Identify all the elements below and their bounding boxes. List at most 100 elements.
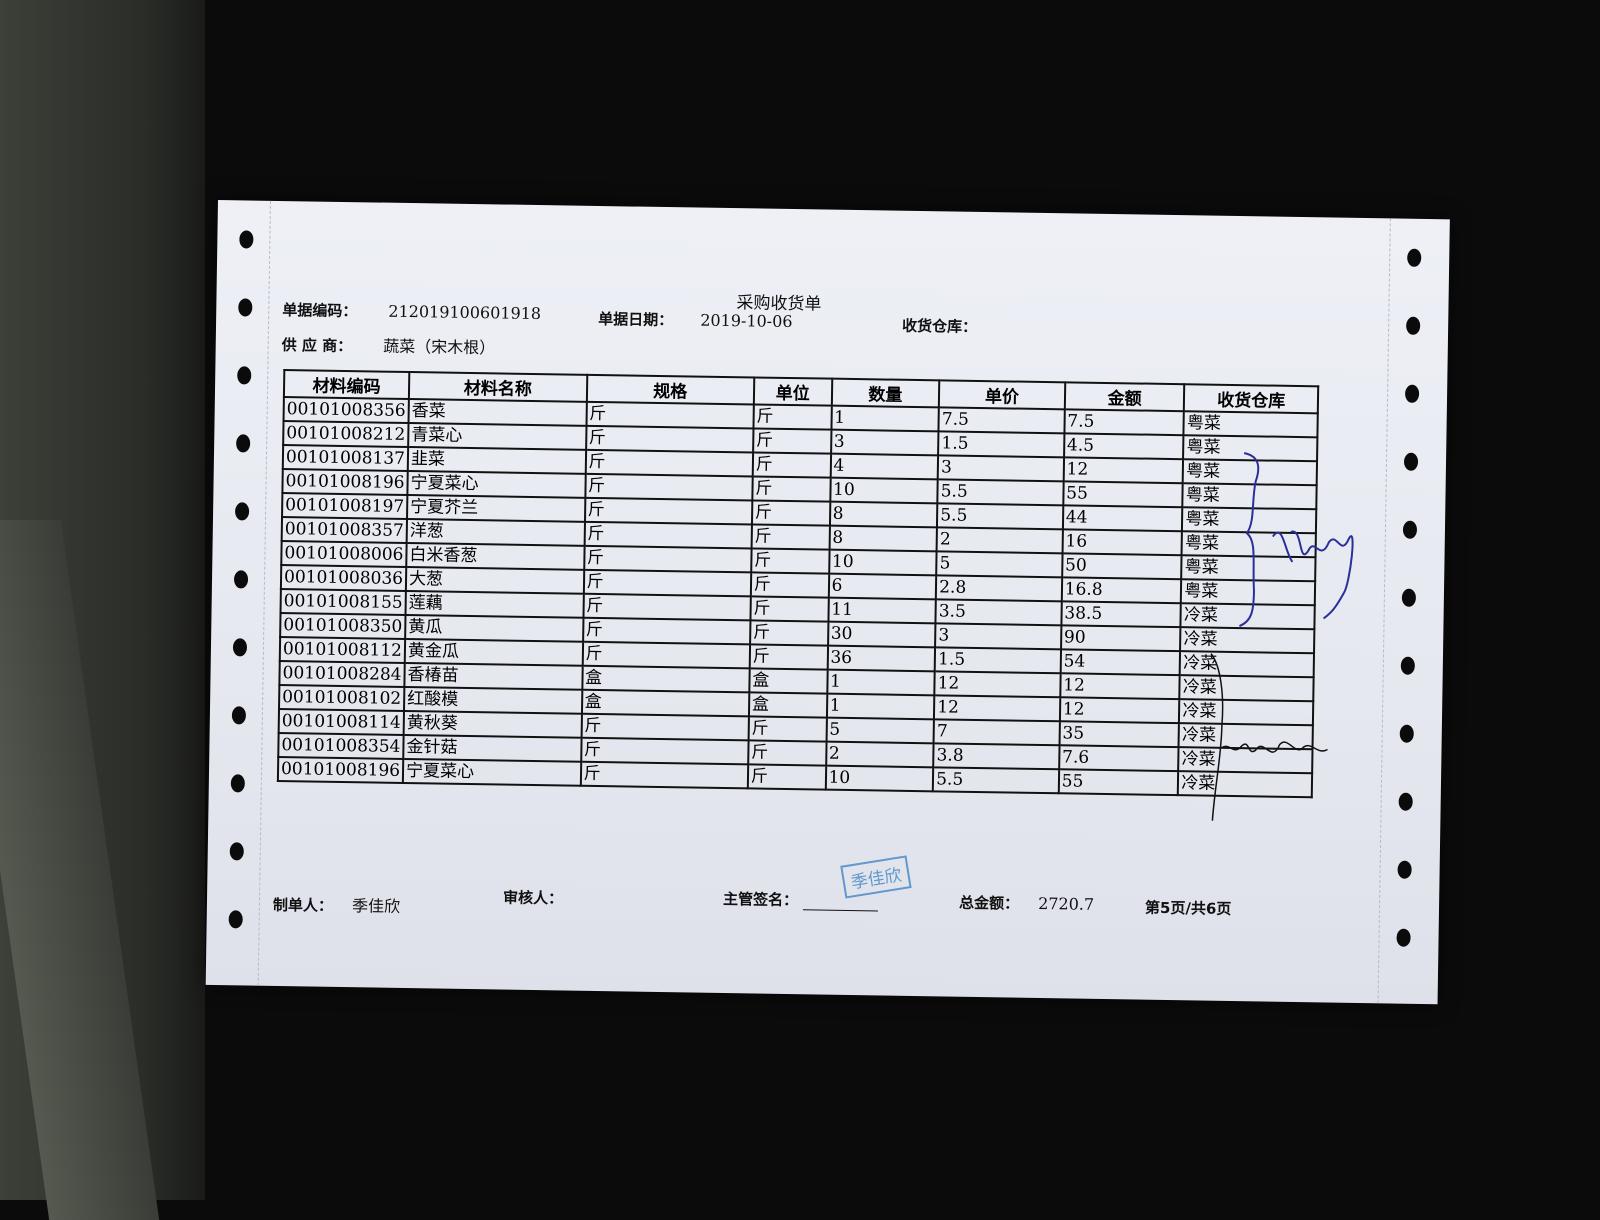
table-cell: 55: [1058, 769, 1179, 796]
supplier-label: 供 应 商：: [281, 336, 353, 356]
column-header: 材料编码: [283, 370, 410, 400]
table-cell: 16.8: [1061, 577, 1182, 604]
table-cell: 斤: [580, 761, 749, 789]
table-cell: 00101008350: [280, 613, 406, 639]
perforation-left: [257, 200, 271, 986]
handwritten-signature-1: [1239, 452, 1354, 628]
reviewer-field: 审核人：: [503, 887, 563, 909]
table-cell: 38.5: [1061, 601, 1182, 628]
column-header: 单价: [939, 380, 1065, 410]
table-cell: 5.5: [937, 503, 1064, 530]
column-header: 收货仓库: [1184, 384, 1319, 414]
table-cell: 00101008196: [277, 757, 404, 783]
table-cell: 3.5: [935, 599, 1062, 626]
table-cell: 2: [825, 741, 934, 768]
table-cell: 00101008137: [282, 445, 409, 472]
table-cell: 宁夏菜心: [402, 758, 581, 786]
table-cell: 54: [1060, 649, 1181, 676]
table-cell: 韭菜: [407, 447, 586, 474]
table-cell: 16: [1062, 529, 1183, 556]
doc-no-value: 212019100601918: [388, 301, 542, 324]
maker-value: 季佳欣: [351, 896, 401, 916]
page-indicator: 第5页/共6页: [1144, 898, 1232, 919]
table-cell: 黄金瓜: [404, 638, 583, 666]
table-cell: 金针菇: [403, 734, 582, 762]
date-label: 单据日期：: [598, 309, 674, 330]
supervisor-field: 主管签名：: [722, 888, 879, 912]
table-cell: 盒: [581, 689, 750, 717]
table-cell: 5.5: [937, 479, 1064, 506]
perforation-hole: [233, 570, 249, 589]
table-cell: 4.5: [1063, 433, 1184, 460]
handwritten-signature-2: [1210, 653, 1328, 821]
table-cell: 00101008006: [281, 541, 407, 568]
perforation-hole: [229, 842, 244, 861]
table-cell: 斤: [752, 476, 831, 502]
table-cell: 00101008284: [279, 661, 405, 687]
table-cell: 洋葱: [406, 519, 585, 546]
date-field: 单据日期： 2019-10-06: [598, 308, 793, 332]
table-cell: 00101008212: [283, 421, 409, 448]
table-cell: 2.8: [936, 575, 1062, 602]
table-cell: 00101008102: [279, 685, 405, 711]
table-cell: 3.8: [933, 743, 1060, 770]
table-cell: 黄秋葵: [403, 710, 582, 738]
table-cell: 粤菜: [1183, 411, 1318, 438]
total-label: 总金额：: [958, 893, 1020, 913]
table-cell: 斤: [585, 425, 754, 453]
column-header: 数量: [831, 378, 940, 408]
table-cell: 斤: [582, 641, 750, 669]
total-value: 2720.7: [1038, 893, 1095, 914]
table-cell: 斤: [581, 713, 749, 741]
table-cell: 12: [1063, 457, 1184, 484]
table-cell: 斤: [751, 500, 830, 526]
table-cell: 斤: [582, 617, 751, 645]
table-cell: 斤: [748, 740, 827, 766]
table-cell: 8: [829, 525, 938, 552]
perforation-hole: [1397, 860, 1412, 879]
supplier-field: 供 应 商： 蔬菜（宋木根）: [282, 331, 496, 358]
table-cell: 斤: [752, 452, 831, 478]
maker-field: 制单人： 季佳欣: [273, 891, 400, 917]
table-cell: 1: [826, 693, 935, 720]
column-header: 单位: [753, 377, 832, 406]
table-cell: 斤: [747, 764, 826, 790]
table-cell: 斤: [582, 593, 751, 621]
perforation-hole: [1406, 316, 1421, 335]
table-cell: 00101008036: [280, 565, 407, 591]
table-cell: 10: [829, 477, 938, 504]
table-cell: 斤: [749, 620, 829, 646]
table-cell: 5: [826, 717, 935, 744]
table-cell: 50: [1061, 553, 1182, 580]
warehouse-label: 收货仓库：: [901, 316, 978, 336]
reviewer-label: 审核人：: [502, 888, 564, 908]
table-cell: 2: [936, 527, 1063, 554]
perforation-hole: [238, 298, 253, 317]
table-cell: 00101008357: [281, 517, 407, 544]
table-cell: 白米香葱: [406, 543, 585, 570]
table-cell: 红酸模: [403, 686, 582, 714]
table-cell: 5.5: [932, 767, 1059, 794]
table-cell: 斤: [750, 596, 829, 622]
table-cell: 斤: [584, 473, 753, 501]
table-cell: 00101008197: [282, 493, 408, 520]
table-cell: 宁夏芥兰: [406, 495, 585, 522]
table-cell: 斤: [583, 545, 752, 573]
table-cell: 斤: [585, 401, 754, 429]
table-cell: 黄瓜: [405, 614, 583, 642]
supervisor-label: 主管签名：: [722, 890, 799, 910]
table-cell: 36: [827, 645, 936, 672]
table-cell: 5: [936, 551, 1063, 578]
table-cell: 6: [828, 573, 937, 600]
table-cell: 11: [828, 597, 937, 624]
perforation-hole: [230, 774, 245, 793]
table-cell: 7: [933, 719, 1060, 746]
table-cell: 7.5: [938, 407, 1065, 434]
table-cell: 盒: [748, 692, 827, 718]
table-cell: 4: [830, 453, 939, 480]
table-cell: 青菜心: [408, 423, 586, 450]
perforation-hole: [1396, 928, 1411, 947]
table-cell: 斤: [750, 572, 829, 598]
table-cell: 00101008112: [279, 637, 406, 663]
column-header: 材料名称: [408, 372, 587, 402]
